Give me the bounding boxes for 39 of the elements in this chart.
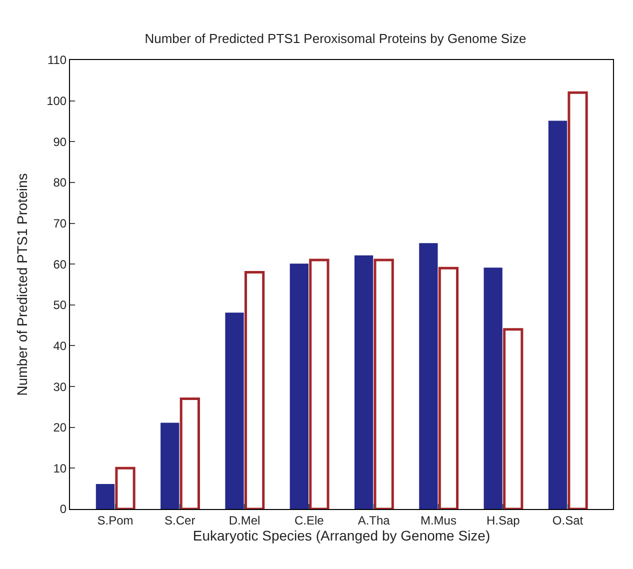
x-tick-label: A.Tha bbox=[358, 513, 390, 528]
x-tick-label: S.Cer bbox=[164, 513, 196, 528]
x-tick-label: O.Sat bbox=[552, 513, 584, 528]
x-tick-label: D.Mel bbox=[228, 513, 260, 528]
y-tick-label: 30 bbox=[53, 380, 67, 394]
bar bbox=[244, 271, 265, 509]
y-tick-label: 60 bbox=[53, 257, 67, 272]
bar bbox=[160, 422, 180, 509]
y-tick-label: 0 bbox=[60, 502, 67, 516]
x-tick-label: H.Sap bbox=[486, 513, 520, 528]
bar bbox=[96, 484, 115, 509]
x-tick-label: C.Ele bbox=[294, 513, 324, 528]
y-tick-label: 80 bbox=[53, 176, 67, 190]
bar bbox=[568, 91, 588, 509]
bar bbox=[484, 268, 502, 509]
bar bbox=[419, 243, 438, 509]
bar bbox=[374, 258, 394, 509]
bar bbox=[309, 258, 330, 509]
x-tick-label: M.Mus bbox=[420, 513, 456, 528]
y-tick-label: 20 bbox=[53, 420, 67, 435]
bar bbox=[115, 466, 136, 509]
chart-title: Number of Predicted PTS1 Peroxisomal Proteins by Genome Size bbox=[144, 31, 526, 46]
bar bbox=[548, 120, 568, 509]
y-tick-label: 40 bbox=[53, 338, 67, 353]
bar bbox=[354, 255, 374, 509]
bar bbox=[438, 266, 459, 509]
y-tick-label: 70 bbox=[53, 216, 67, 230]
bar bbox=[290, 264, 308, 509]
y-tick-label: 10 bbox=[53, 461, 67, 476]
x-tick-label: S.Pom bbox=[97, 513, 134, 528]
y-axis-title: Number of Predicted PTS1 Proteins bbox=[14, 173, 30, 396]
y-tick-label: 90 bbox=[53, 134, 67, 149]
bar bbox=[503, 328, 524, 509]
y-tick-label: 110 bbox=[47, 53, 67, 68]
y-tick-label: 100 bbox=[46, 94, 67, 108]
bar bbox=[180, 398, 200, 509]
bar bbox=[225, 312, 244, 509]
y-tick-label: 50 bbox=[53, 298, 67, 312]
x-axis-title: Eukaryotic Species (Arranged by Genome Size) bbox=[192, 528, 490, 544]
